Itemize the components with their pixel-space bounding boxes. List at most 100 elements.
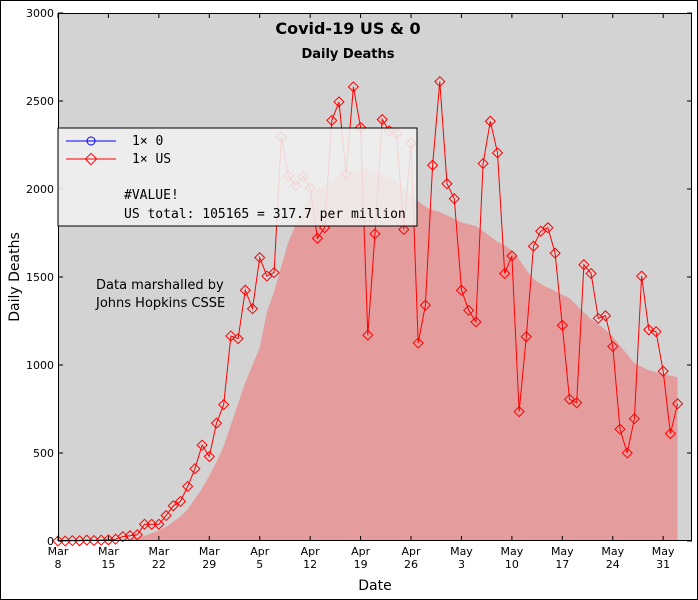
moving-average-area bbox=[58, 167, 678, 541]
legend-box bbox=[57, 127, 418, 227]
data-point-us bbox=[311, 232, 324, 244]
legend-value-error: #VALUE! bbox=[124, 188, 179, 203]
data-point-us bbox=[412, 337, 424, 349]
x-tick-label-day: 31 bbox=[656, 558, 670, 571]
legend-entry-zero: 1× 0 bbox=[132, 134, 163, 149]
x-tick-label-day: 3 bbox=[458, 558, 465, 571]
x-tick-label-day: 19 bbox=[354, 558, 368, 571]
x-tick-label-month: Apr bbox=[351, 545, 371, 558]
data-point-us bbox=[59, 535, 71, 547]
data-point-us bbox=[599, 310, 612, 322]
data-point-us bbox=[189, 463, 201, 475]
data-point-us bbox=[556, 319, 568, 332]
data-point-us bbox=[441, 178, 453, 190]
data-point-us bbox=[153, 518, 165, 530]
x-tick-label-month: May bbox=[501, 545, 524, 558]
x-tick-label-day: 5 bbox=[256, 558, 263, 571]
x-tick-label-day: 12 bbox=[303, 558, 317, 571]
data-point-us bbox=[542, 222, 554, 234]
area-layer bbox=[58, 167, 678, 541]
data-point-us bbox=[426, 159, 439, 171]
x-tick-label-day: 17 bbox=[555, 558, 569, 571]
legend: 1× 0 1× US #VALUE! US total: 105165 = 31… bbox=[57, 127, 418, 227]
data-point-us bbox=[124, 530, 136, 542]
chart-title: Covid-19 US & 0 bbox=[275, 19, 420, 38]
data-point-us bbox=[571, 397, 583, 409]
data-point-us bbox=[513, 405, 525, 418]
data-point-us bbox=[174, 495, 187, 508]
x-tick-label-day: 26 bbox=[404, 558, 418, 571]
data-point-us bbox=[369, 228, 381, 240]
data-point-us bbox=[73, 535, 86, 547]
data-point-us bbox=[160, 509, 172, 522]
x-tick-label-day: 15 bbox=[101, 558, 115, 571]
data-point-us bbox=[268, 266, 280, 279]
source-note-line2: Johns Hopkins CSSE bbox=[95, 296, 225, 311]
x-tick-label-month: Apr bbox=[402, 545, 422, 558]
x-tick-label-day: 29 bbox=[202, 558, 216, 571]
data-point-us bbox=[671, 398, 684, 410]
y-axis-label: Daily Deaths bbox=[7, 232, 23, 322]
data-point-us bbox=[563, 393, 576, 405]
legend-marker-us bbox=[84, 152, 98, 166]
data-point-us bbox=[138, 518, 151, 530]
data-point-us bbox=[232, 332, 244, 345]
x-tick-label-day: 24 bbox=[606, 558, 620, 571]
y-tick-label: 2500 bbox=[26, 95, 54, 108]
x-tick-label-month: Apr bbox=[301, 545, 321, 558]
y-tick-label: 3000 bbox=[26, 7, 54, 20]
data-point-us bbox=[549, 247, 561, 259]
data-point-us bbox=[628, 413, 641, 425]
data-point-us bbox=[585, 267, 597, 280]
data-point-us bbox=[102, 534, 115, 546]
x-axis-label: Date bbox=[358, 578, 391, 594]
data-point-us bbox=[650, 325, 662, 338]
data-point-us bbox=[527, 240, 540, 252]
data-point-us bbox=[196, 439, 208, 451]
data-point-us bbox=[578, 259, 590, 271]
data-point-us bbox=[333, 96, 345, 108]
data-point-us bbox=[146, 518, 158, 530]
data-point-us bbox=[203, 450, 215, 463]
data-point-us bbox=[398, 223, 410, 236]
data-point-us bbox=[218, 398, 230, 411]
data-point-us bbox=[131, 529, 143, 541]
data-point-us bbox=[81, 534, 93, 546]
y-tick-label: 0 bbox=[47, 535, 54, 548]
x-tick-label-month: Apr bbox=[250, 545, 270, 558]
data-point-us bbox=[470, 316, 482, 328]
x-tick-label-month: May bbox=[652, 545, 675, 558]
data-point-us bbox=[167, 500, 179, 512]
legend-entry-us: 1× US bbox=[132, 152, 171, 167]
legend-marker-zero bbox=[86, 136, 96, 146]
data-point-us bbox=[88, 534, 100, 547]
data-point-us bbox=[52, 535, 64, 547]
x-tick-label-day: 8 bbox=[55, 558, 62, 571]
x-tick-label-month: Mar bbox=[148, 545, 169, 558]
data-point-us bbox=[326, 114, 338, 127]
y-tick-label: 2000 bbox=[26, 183, 54, 196]
data-point-us bbox=[210, 417, 223, 429]
x-tick-label-month: Mar bbox=[98, 545, 119, 558]
data-point-us bbox=[261, 270, 273, 282]
data-point-us bbox=[499, 267, 511, 280]
y-axis: 0 500 1000 1500 2000 2500 3000 bbox=[26, 7, 692, 548]
data-point-us bbox=[246, 303, 259, 315]
data-point-us bbox=[66, 534, 79, 547]
data-point-us bbox=[347, 81, 360, 93]
x-tick-label-day: 10 bbox=[505, 558, 519, 571]
data-point-us bbox=[635, 270, 648, 282]
data-point-us bbox=[455, 284, 468, 296]
legend-us-total: US total: 105165 = 317.7 per million bbox=[124, 207, 406, 222]
data-point-us bbox=[434, 75, 446, 88]
data-point-us bbox=[535, 225, 547, 237]
data-point-us bbox=[664, 427, 677, 440]
data-point-us bbox=[477, 157, 489, 170]
data-point-us bbox=[506, 250, 518, 262]
data-point-us bbox=[182, 480, 194, 493]
x-tick-label-month: Mar bbox=[48, 545, 69, 558]
data-point-us bbox=[95, 534, 107, 546]
data-point-us bbox=[614, 423, 626, 435]
chart-subtitle: Daily Deaths bbox=[301, 47, 394, 62]
x-tick-label-month: Mar bbox=[199, 545, 220, 558]
